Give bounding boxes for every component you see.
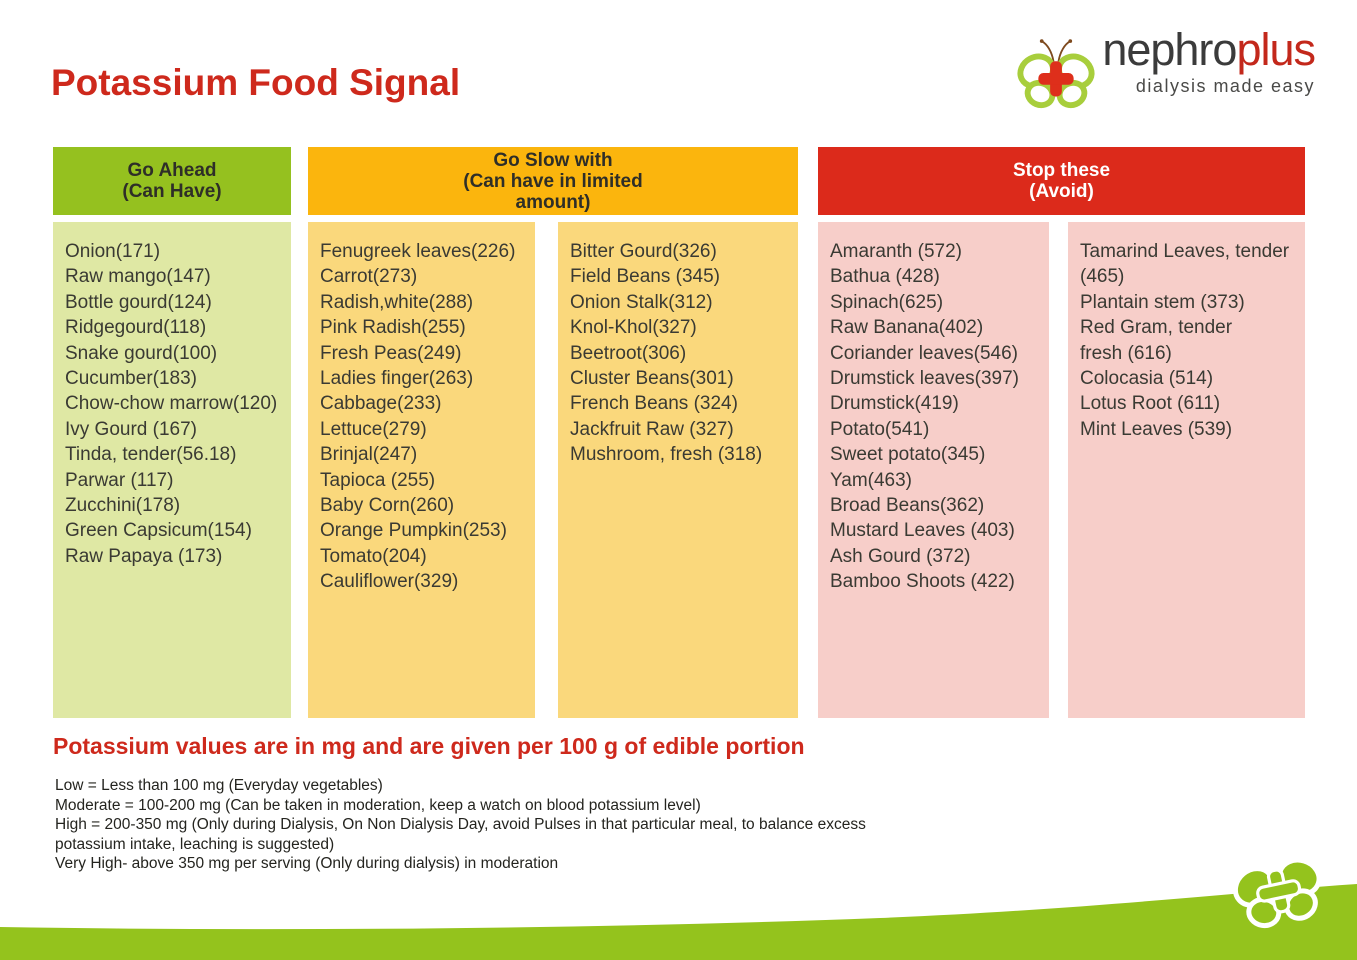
column-header-go-ahead: Go Ahead (Can Have) (53, 147, 291, 215)
bottom-butterfly-icon (1232, 841, 1322, 929)
food-item: Cauliflower(329) (320, 571, 459, 593)
food-item: Ladies finger(263) (320, 368, 474, 390)
stop-food-list-left: Amaranth (572) Bathua (428) Spinach(625) Ra… (818, 222, 1049, 718)
food-item: Brinjal(247) (320, 444, 418, 466)
food-item: Snake gourd(100) (65, 342, 218, 364)
food-item: Mushroom, fresh (318) (570, 444, 763, 466)
food-item: Parwar (117) (65, 469, 174, 491)
note-line: Moderate = 100-200 mg (Can be taken in m… (55, 796, 701, 814)
brand-tagline: dialysis made easy (1135, 76, 1315, 96)
food-item: Potato(541) (830, 418, 930, 440)
food-item: Lotus Root (611) (1080, 393, 1221, 415)
food-item: Tamarind Leaves, tender (465) (1080, 241, 1290, 288)
food-item: Coriander leaves(546) (830, 342, 1018, 364)
legend-notes: Low = Less than 100 mg (Everyday vegetab… (55, 776, 940, 874)
food-item: Raw Banana(402) (830, 317, 984, 339)
food-item: Drumstick leaves(397) (830, 368, 1019, 390)
food-item: Lettuce(279) (320, 418, 427, 440)
food-item: Ridgegourd(118) (65, 317, 207, 339)
food-item: Cluster Beans(301) (570, 368, 734, 390)
note-line: Very High- above 350 mg per serving (Onl… (55, 855, 559, 873)
food-item: Chow-chow marrow(120) (65, 393, 278, 415)
brand-name-nephro: nephro (1102, 24, 1237, 75)
brand-name-plus: plus (1236, 24, 1316, 75)
food-item: Baby Corn(260) (320, 495, 455, 517)
food-item: Pink Radish(255) (320, 317, 466, 339)
note-line: Low = Less than 100 mg (Everyday vegetab… (55, 777, 383, 794)
potassium-values-heading: Potassium values are in mg and are given… (53, 733, 805, 759)
food-item: Bamboo Shoots (422) (830, 571, 1015, 593)
food-item: Mint Leaves (539) (1080, 418, 1233, 440)
food-item: Onion Stalk(312) (570, 291, 713, 313)
food-item: Bottle gourd(124) (65, 291, 212, 313)
food-item: Colocasia (514) (1080, 368, 1214, 390)
food-item: Field Beans (345) (570, 266, 720, 288)
food-item: Jackfruit Raw (327) (570, 418, 734, 440)
stop-food-list-right: Tamarind Leaves, tender (465) Plantain st… (1068, 222, 1305, 718)
food-item: Tomato(204) (320, 545, 427, 567)
go-slow-food-list-right: Bitter Gourd(326) Field Beans (345) Onion … (558, 222, 798, 718)
food-item: Bathua (428) (830, 266, 940, 288)
column-header-go-slow: Go Slow with (Can have in limited amount… (308, 147, 798, 215)
food-item: Fenugreek leaves(226) (320, 241, 516, 262)
food-item: Sweet potato(345) (830, 444, 986, 466)
food-item: Bitter Gourd(326) (570, 241, 717, 262)
food-item: Cabbage(233) (320, 393, 442, 415)
food-item: Zucchini(178) (65, 495, 181, 517)
food-item: Fresh Peas(249) (320, 342, 462, 364)
food-item: Ash Gourd (372) (830, 545, 971, 567)
food-item: Amaranth (572) (830, 241, 963, 262)
go-ahead-food-list: Onion(171) Raw mango(147) Bottle gourd(124… (53, 222, 291, 718)
food-item: Green Capsicum(154) (65, 520, 252, 542)
food-item: Broad Beans(362) (830, 495, 985, 517)
food-item: Ivy Gourd (167) (65, 418, 197, 440)
food-item: Tapioca (255) (320, 469, 436, 491)
food-item: Spinach(625) (830, 291, 944, 313)
butterfly-logo-icon (1017, 39, 1095, 109)
food-item: Plantain stem (373) (1080, 291, 1245, 313)
food-item: Raw Papaya (173) (65, 545, 223, 567)
food-item: Radish,white(288) (320, 291, 474, 313)
food-item: Drumstick(419) (830, 393, 959, 415)
food-item: Knol-Khol(327) (570, 317, 697, 339)
food-item: Yam(463) (830, 469, 913, 491)
brand-text-block: nephroplus dialysis made easy (1102, 24, 1316, 97)
food-item: Red Gram, tender fresh (616) (1080, 317, 1233, 364)
page-title: Potassium Food Signal (51, 62, 461, 103)
food-item: Beetroot(306) (570, 342, 687, 364)
column-header-stop: Stop these (Avoid) (818, 147, 1305, 215)
food-item: Carrot(273) (320, 266, 418, 288)
brand-logo: nephroplus dialysis made easy (1014, 24, 1316, 114)
food-item: Cucumber(183) (65, 368, 197, 390)
food-item: French Beans (324) (570, 393, 738, 415)
brand-name: nephroplus (1102, 24, 1316, 75)
food-item: Raw mango(147) (65, 266, 211, 288)
food-item: Mustard Leaves (403) (830, 520, 1015, 542)
note-line: High = 200-350 mg (Only during Dialysis,… (55, 816, 866, 853)
food-item: Orange Pumpkin(253) (320, 520, 507, 542)
food-item: Tinda, tender(56.18) (65, 444, 237, 466)
food-item: Onion(171) (65, 241, 161, 262)
bottom-wave-graphic (0, 884, 1357, 960)
go-slow-food-list-left: Fenugreek leaves(226) Carrot(273) Radish,w… (308, 222, 535, 718)
